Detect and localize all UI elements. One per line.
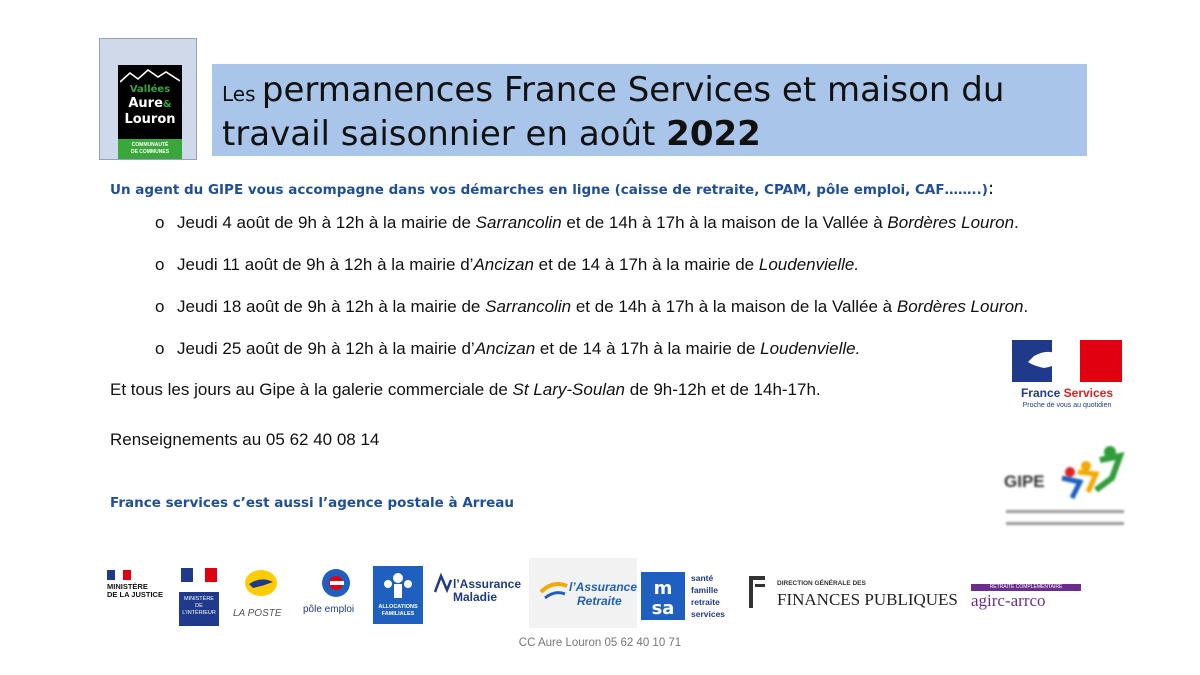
agirc-small-label: RETRAITE COMPLÉMENTAIRE [971,584,1081,591]
dgfip-f-icon [749,576,765,608]
bullet-icon: o [155,255,165,274]
gipe-tagline-bar [1006,510,1124,513]
assurance-maladie-label: l’Assurance Maladie [453,577,522,604]
list-item: o Jeudi 25 août de 9h à 12h à la mairie d… [155,336,1028,378]
logo-amp: & [162,99,172,110]
france-services-tagline: Proche de vous au quotidien [1022,402,1112,409]
assurance-retraite-swoosh-icon [539,582,568,600]
list-item: o Jeudi 18 août de 9h à 12h à la mairie d… [155,294,1028,336]
msa-label: santé famille retraite services [691,573,726,619]
gipe-tagline-bar [1006,522,1124,525]
partner-logos: MINISTÈRE DE LA JUSTICE MINISTÈRE DE L’I… [105,558,1095,628]
item-place: Ancizan [474,339,536,358]
title-line2: travail saisonnier en août [222,114,667,154]
assurance-maladie-icon [433,572,453,594]
la-poste-logo: LA POSTE [229,558,293,628]
item-place: Bordères Louron [896,297,1024,316]
logo-line4: COMMUNAUTÉ [131,142,169,148]
logo-line1: Vallées [129,84,171,95]
schedule-list: o Jeudi 4 août de 9h à 12h à la mairie de… [155,210,1028,378]
item-text: Jeudi 25 août de 9h à 12h à la mairie d’ [177,339,475,358]
title-band: Les permanences France Services et maiso… [212,64,1087,156]
msa-letters-icon: msa [652,578,675,618]
la-poste-label: LA POSTE [233,608,282,619]
daily-place: St Lary-Soulan [512,380,625,399]
la-poste-bird-icon [245,570,277,596]
item-end: . [1023,297,1029,316]
assurance-retraite-logo: l’Assurance Retraite [529,558,637,628]
mountain-icon [120,68,180,83]
intro-sentence: Un agent du GIPE vous accompagne dans vo… [110,182,988,198]
page-title: Les permanences France Services et maiso… [222,70,1082,154]
item-place: Ancizan [473,255,534,274]
bullet-icon: o [155,213,165,232]
assurance-retraite-label: Retraite [577,594,622,608]
interieur-label: MINISTÈRE DE L’INTÉRIEUR [179,592,219,626]
gipe-logo: GIPE [1000,446,1128,536]
title-prefix: Les [222,82,262,106]
bullet-icon: o [155,297,165,316]
agirc-arrco-logo: RETRAITE COMPLÉMENTAIRE agirc-arrco [969,558,1087,628]
item-text: Jeudi 18 août de 9h à 12h à la mairie de [177,297,486,316]
item-text: et de 14h à 17h à la maison de la Vallée… [571,297,897,316]
daily-hours: Et tous les jours au Gipe à la galerie c… [110,380,821,400]
item-text: et de 14 à 17h à la mairie de [533,255,759,274]
item-place: Loudenvielle. [758,255,860,274]
title-year: 2022 [666,114,761,154]
caf-logo: ALLOCATIONS FAMILIALES [373,558,429,628]
dgfip-label: FINANCES PUBLIQUES [777,590,958,609]
dgfip-logo: DIRECTION GÉNÉRALE DES FINANCES PUBLIQUE… [745,558,963,628]
item-text: et de 14h à 17h à la maison de la Vallée… [561,213,888,232]
logo-line3: Louron [124,112,176,127]
item-text: et de 14 à 17h à la mairie de [535,339,761,358]
marianne-icon [1012,340,1122,382]
svg-text:m: m [654,578,673,599]
assurance-retraite-label: l’Assurance [569,580,638,594]
svg-text:sa: sa [652,598,675,618]
logo-line5: DE COMMUNES [130,149,170,155]
logo-aure: Aure [128,96,163,111]
ministere-justice-logo: MINISTÈRE DE LA JUSTICE [105,558,171,628]
daily-text: de 9h-12h et de 14h-17h. [624,380,821,399]
intro-colon: : [987,178,995,199]
logo-line2: Aure& [118,97,182,110]
list-item: o Jeudi 4 août de 9h à 12h à la mairie de… [155,210,1028,252]
daily-text: Et tous les jours au Gipe à la galerie c… [110,380,513,399]
caf-label: ALLOCATIONS FAMILIALES [378,604,418,617]
item-place: Sarrancolin [485,297,572,316]
justice-label: MINISTÈRE DE LA JUSTICE [107,582,163,599]
france-services-logo: France Services Proche de vous au quotid… [1004,336,1130,414]
community-logo: Vallées Aure& Louron COMMUNAUTÉ DE COMMU… [99,38,197,160]
item-place: Bordères Louron [887,213,1015,232]
item-place: Sarrancolin [475,213,562,232]
france-services-name: France Services [1020,386,1114,400]
item-place: Loudenvielle. [760,339,861,358]
ministere-interieur-logo: MINISTÈRE DE L’INTÉRIEUR [177,558,225,628]
assurance-maladie-logo: l’Assurance Maladie [431,558,523,628]
pole-emploi-logo: pôle emploi [301,558,371,628]
msa-panel [641,572,685,620]
flag-icon [181,568,217,582]
pole-emploi-e-icon [322,569,350,597]
info-phone: Renseignements au 05 62 40 08 14 [110,430,380,449]
gipe-wordmark: GIPE [1004,472,1045,491]
footer-contact: CC Aure Louron 05 62 40 10 71 [518,637,682,649]
agence-postale-note: France services c’est aussi l’agence pos… [110,495,514,511]
agirc-label: agirc-arrco [971,591,1046,610]
gipe-figures-icon [1061,446,1125,500]
list-item: o Jeudi 11 août de 9h à 12h à la mairie d… [155,252,1028,294]
caf-family-icon [384,573,412,598]
logo-dark-panel: Vallées Aure& Louron COMMUNAUTÉ DE COMMU… [118,65,182,159]
intro-text: Un agent du GIPE vous accompagne dans vo… [110,178,994,199]
flag-icon [107,570,131,580]
pole-emploi-label: pôle emploi [303,604,355,615]
logo-green-bar: COMMUNAUTÉ DE COMMUNES [118,139,182,159]
title-line1: permanences France Services et maison du [261,70,1005,110]
bullet-icon: o [155,339,165,358]
dgfip-small-label: DIRECTION GÉNÉRALE DES [777,580,866,587]
msa-logo: m sa santé famille retraite services [641,558,741,628]
item-text: Jeudi 11 août de 9h à 12h à la mairie d’ [177,255,474,274]
item-text: Jeudi 4 août de 9h à 12h à la mairie de [177,213,476,232]
item-end: . [1014,213,1019,232]
